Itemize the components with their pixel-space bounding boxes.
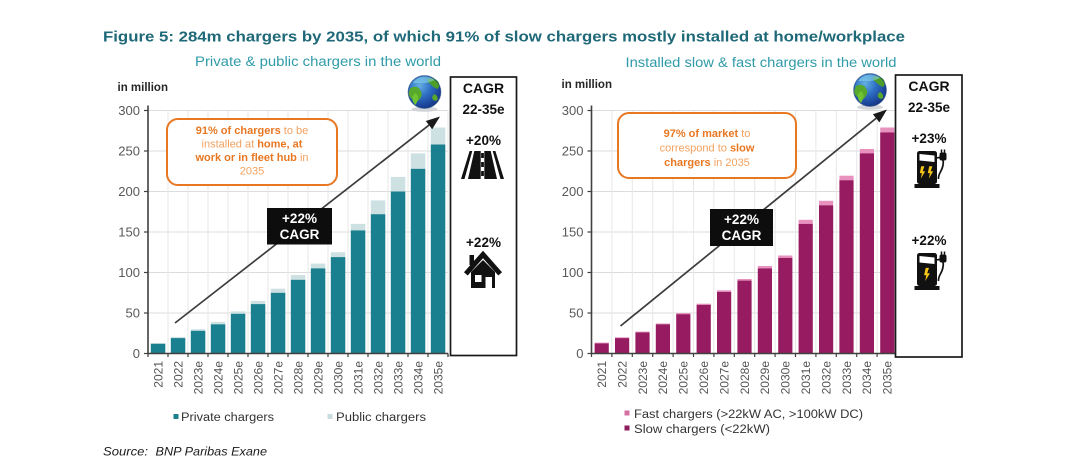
svg-text:2033e: 2033e [840, 361, 854, 395]
svg-text:2022: 2022 [615, 361, 629, 388]
svg-text:100: 100 [118, 265, 140, 280]
svg-text:0: 0 [133, 346, 140, 361]
svg-text:2029e: 2029e [758, 361, 772, 395]
svg-text:2034e: 2034e [411, 361, 425, 395]
svg-text:+22%: +22% [724, 212, 759, 227]
svg-text:2024e: 2024e [656, 361, 670, 395]
svg-text:0: 0 [576, 346, 583, 361]
svg-text:chargers in 2035: chargers in 2035 [664, 157, 750, 169]
svg-text:250: 250 [562, 144, 584, 159]
svg-text:2030e: 2030e [779, 361, 793, 395]
svg-text:150: 150 [562, 225, 584, 240]
svg-text:2023e: 2023e [636, 361, 650, 395]
svg-text:150: 150 [118, 225, 140, 240]
svg-text:300: 300 [562, 103, 584, 118]
svg-text:CAGR: CAGR [463, 80, 504, 96]
svg-text:2021: 2021 [151, 361, 165, 388]
svg-text:100: 100 [562, 265, 584, 280]
svg-text:2028e: 2028e [738, 361, 752, 395]
svg-text:50: 50 [569, 306, 583, 321]
svg-text:+23%: +23% [912, 131, 947, 146]
svg-text:CAGR: CAGR [908, 78, 949, 94]
svg-text:2024e: 2024e [211, 361, 225, 395]
svg-text:correspond to slow: correspond to slow [660, 143, 755, 155]
svg-text:2032e: 2032e [371, 361, 385, 395]
svg-text:2035e: 2035e [881, 361, 895, 395]
svg-text:Private chargers: Private chargers [181, 412, 274, 424]
svg-text:BNP Paribas Exane: BNP Paribas Exane [156, 447, 268, 459]
svg-text:+20%: +20% [466, 133, 501, 148]
svg-text:2027e: 2027e [271, 361, 285, 395]
svg-text:+22%: +22% [466, 235, 501, 250]
svg-text:work or in fleet hub in: work or in fleet hub in [194, 152, 308, 164]
svg-text:in million: in million [562, 79, 612, 91]
svg-text:2022: 2022 [171, 361, 185, 388]
svg-text:2029e: 2029e [311, 361, 325, 395]
svg-text:2035e: 2035e [431, 361, 445, 395]
svg-text:2031e: 2031e [799, 361, 813, 395]
svg-text:Private & public chargers in t: Private & public chargers in the world [195, 54, 441, 69]
svg-text:2035: 2035 [240, 166, 264, 178]
svg-text:2025e: 2025e [231, 361, 245, 395]
svg-text:22-35e: 22-35e [462, 102, 505, 117]
svg-text:250: 250 [118, 144, 140, 159]
svg-text:2030e: 2030e [331, 361, 345, 395]
svg-text:CAGR: CAGR [722, 228, 762, 243]
svg-text:CAGR: CAGR [280, 227, 320, 242]
svg-text:97% of market to: 97% of market to [664, 128, 751, 140]
svg-text:2033e: 2033e [391, 361, 405, 395]
svg-text:Figure 5: 284m chargers by 203: Figure 5: 284m chargers by 2035, of whic… [103, 29, 905, 46]
svg-text:+22%: +22% [282, 211, 317, 226]
svg-text:Installed slow & fast chargers: Installed slow & fast chargers in the wo… [626, 55, 897, 70]
svg-text:2034e: 2034e [860, 361, 874, 395]
svg-text:2021: 2021 [595, 361, 609, 388]
svg-text:in million: in million [118, 82, 168, 94]
svg-text:22-35e: 22-35e [908, 100, 951, 115]
svg-text:Slow chargers (<22kW): Slow chargers (<22kW) [634, 424, 770, 436]
svg-text:50: 50 [126, 306, 140, 321]
svg-text:2032e: 2032e [819, 361, 833, 395]
svg-text:300: 300 [118, 103, 140, 118]
svg-text:+22%: +22% [912, 233, 947, 248]
svg-text:200: 200 [118, 184, 140, 199]
svg-text:Source:: Source: [103, 447, 148, 459]
svg-text:91% of chargers to be: 91% of chargers to be [196, 125, 309, 137]
svg-text:2025e: 2025e [677, 361, 691, 395]
svg-text:2023e: 2023e [191, 361, 205, 395]
svg-text:200: 200 [562, 184, 584, 199]
svg-text:installed at home, at: installed at home, at [202, 139, 303, 151]
svg-text:2026e: 2026e [251, 361, 265, 395]
svg-text:2026e: 2026e [697, 361, 711, 395]
svg-text:Public chargers: Public chargers [336, 412, 426, 424]
svg-text:Fast chargers (>22kW AC, >100k: Fast chargers (>22kW AC, >100kW DC) [634, 409, 863, 421]
svg-text:2028e: 2028e [291, 361, 305, 395]
svg-text:2031e: 2031e [351, 361, 365, 395]
svg-text:2027e: 2027e [717, 361, 731, 395]
